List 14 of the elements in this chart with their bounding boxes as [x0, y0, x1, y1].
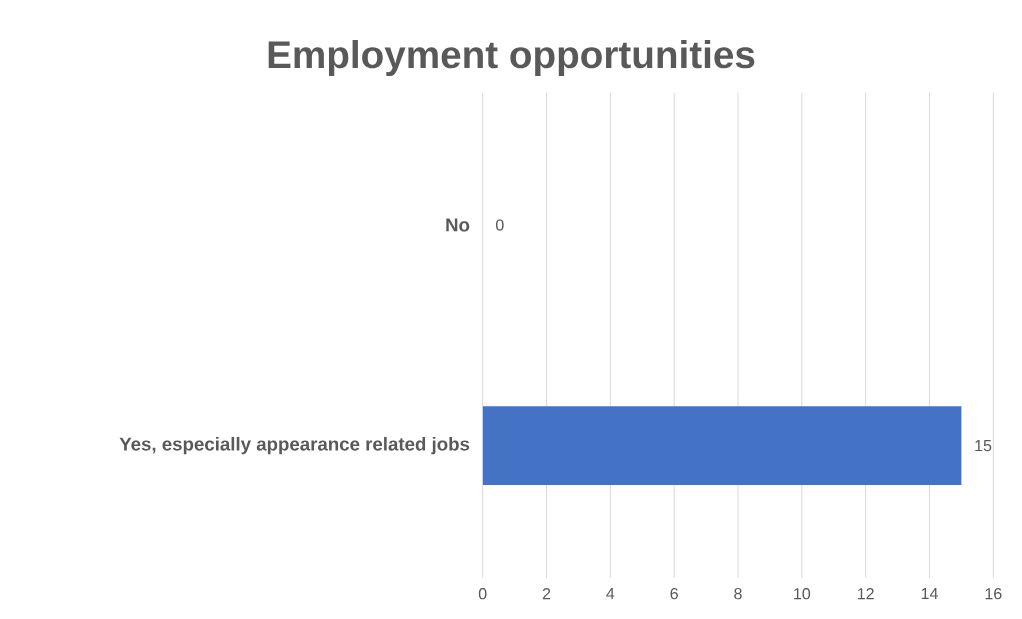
x-tick-label: 8	[734, 588, 742, 600]
x-tick-label: 4	[606, 588, 615, 600]
chart-title: Employment opportunities	[268, 39, 755, 77]
y-tick-label: No	[446, 218, 470, 232]
data-label: 15	[975, 440, 992, 452]
x-tick-label: 12	[857, 588, 874, 600]
x-tick-label: 14	[921, 588, 938, 600]
x-tick-label: 10	[794, 588, 811, 600]
y-tick-label: Yes, especially appearance related jobs	[119, 436, 470, 455]
x-tick-label: 16	[985, 588, 1002, 600]
x-tick-label: 6	[670, 588, 678, 600]
x-tick-label: 2	[542, 588, 551, 600]
data-label: 0	[496, 219, 504, 231]
x-tick-label: 0	[478, 588, 487, 600]
